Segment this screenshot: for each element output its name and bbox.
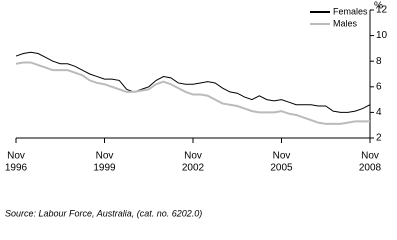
- legend-label: Females: [333, 6, 368, 16]
- source: Source: Labour Force, Australia, (cat. n…: [5, 208, 202, 218]
- y-tick-label: 2: [376, 133, 382, 144]
- y-tick-label: 4: [376, 107, 382, 118]
- x-tick-label: 2005: [270, 163, 293, 174]
- legend-label: Males: [333, 18, 358, 28]
- y-tick-label: 10: [376, 30, 388, 41]
- x-tick-label: 1996: [5, 163, 28, 174]
- y-tick-label: 8: [376, 56, 382, 67]
- x-tick-label: 1999: [93, 163, 116, 174]
- y-tick-label: 6: [376, 81, 382, 92]
- x-tick-label: Nov: [361, 151, 379, 162]
- x-tick-label: Nov: [184, 151, 202, 162]
- y-unit: %: [374, 1, 383, 12]
- chart: % Source: Labour Force, Australia, (cat.…: [5, 1, 388, 219]
- x-tick-label: Nov: [96, 151, 114, 162]
- x-tick-label: Nov: [273, 151, 291, 162]
- y-tick-label: 12: [376, 5, 388, 16]
- line: [15, 61, 370, 125]
- x-tick-label: 2008: [359, 163, 382, 174]
- x-tick-label: Nov: [7, 151, 25, 162]
- x-tick-label: 2002: [182, 163, 205, 174]
- line: [15, 51, 371, 113]
